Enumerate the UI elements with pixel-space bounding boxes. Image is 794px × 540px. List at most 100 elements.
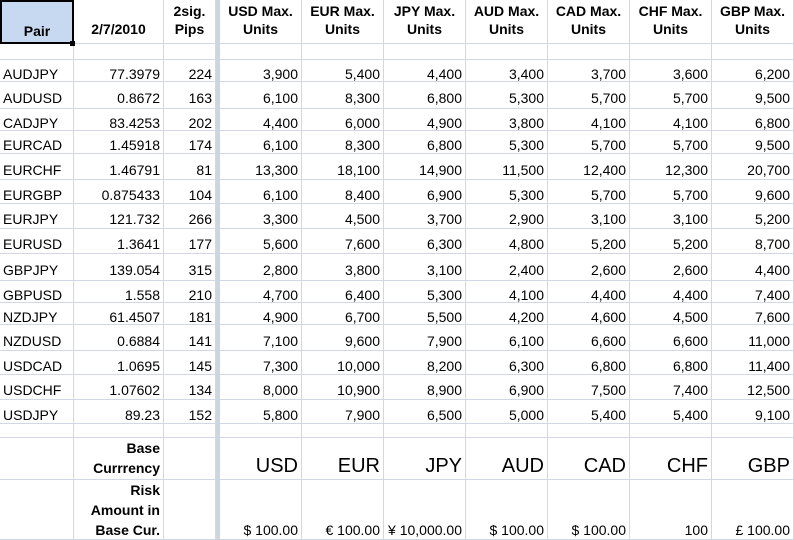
header-cell-pips[interactable]: 2sig. Pips	[164, 0, 216, 44]
header-cell-currency-3[interactable]: AUD Max. Units	[466, 0, 548, 44]
header-cell-pair[interactable]: Pair	[0, 0, 74, 44]
units-cell[interactable]: 6,800	[548, 351, 630, 375]
units-cell[interactable]: 6,600	[548, 325, 630, 351]
pips-cell[interactable]: 141	[164, 325, 216, 351]
units-cell[interactable]: 6,100	[220, 180, 302, 204]
units-cell[interactable]: 6,300	[384, 229, 466, 254]
rate-cell[interactable]: 77.3979	[74, 60, 164, 82]
base-currency-cell[interactable]: AUD	[466, 438, 548, 480]
blank-cell[interactable]	[74, 424, 164, 438]
units-cell[interactable]: 4,400	[548, 281, 630, 303]
blank-cell[interactable]	[548, 424, 630, 438]
units-cell[interactable]: 7,600	[712, 303, 794, 325]
pips-cell[interactable]: 174	[164, 131, 216, 154]
units-cell[interactable]: 11,000	[712, 325, 794, 351]
risk-amount-cell[interactable]: $ 100.00	[548, 480, 630, 540]
units-cell[interactable]: 4,100	[630, 109, 712, 131]
units-cell[interactable]: 8,400	[302, 180, 384, 204]
blank-cell[interactable]	[712, 424, 794, 438]
blank-cell[interactable]	[0, 424, 74, 438]
pips-cell[interactable]: 104	[164, 180, 216, 204]
base-currency-cell[interactable]: CHF	[630, 438, 712, 480]
pair-cell[interactable]: AUDJPY	[0, 60, 74, 82]
units-cell[interactable]: 3,800	[302, 254, 384, 281]
units-cell[interactable]: 4,400	[712, 254, 794, 281]
rate-cell[interactable]: 121.732	[74, 204, 164, 229]
base-currency-cell[interactable]: CAD	[548, 438, 630, 480]
pair-cell[interactable]: EURGBP	[0, 180, 74, 204]
units-cell[interactable]: 6,100	[220, 82, 302, 109]
header-cell-date[interactable]: 2/7/2010	[74, 0, 164, 44]
fill-handle[interactable]	[70, 41, 75, 46]
units-cell[interactable]: 12,300	[630, 154, 712, 180]
units-cell[interactable]: 7,400	[630, 375, 712, 400]
units-cell[interactable]: 10,900	[302, 375, 384, 400]
units-cell[interactable]: 5,000	[466, 400, 548, 424]
blank-cell[interactable]	[384, 424, 466, 438]
units-cell[interactable]: 12,500	[712, 375, 794, 400]
pair-cell[interactable]: AUDUSD	[0, 82, 74, 109]
rate-cell[interactable]: 1.558	[74, 281, 164, 303]
units-cell[interactable]: 5,700	[630, 180, 712, 204]
blank-cell[interactable]	[466, 424, 548, 438]
units-cell[interactable]: 8,200	[384, 351, 466, 375]
base-currency-label[interactable]: Base Currrency	[74, 438, 164, 480]
units-cell[interactable]: 5,800	[220, 400, 302, 424]
units-cell[interactable]: 4,400	[220, 109, 302, 131]
pair-cell[interactable]: USDCAD	[0, 351, 74, 375]
units-cell[interactable]: 7,300	[220, 351, 302, 375]
units-cell[interactable]: 5,400	[630, 400, 712, 424]
rate-cell[interactable]: 89.23	[74, 400, 164, 424]
risk-amount-cell[interactable]: 100	[630, 480, 712, 540]
pair-cell[interactable]: EURCHF	[0, 154, 74, 180]
header-cell-currency-2[interactable]: JPY Max. Units	[384, 0, 466, 44]
header-cell-currency-0[interactable]: USD Max. Units	[220, 0, 302, 44]
units-cell[interactable]: 5,500	[384, 303, 466, 325]
units-cell[interactable]: 5,700	[548, 82, 630, 109]
units-cell[interactable]: 5,200	[630, 229, 712, 254]
units-cell[interactable]: 3,100	[548, 204, 630, 229]
base-currency-cell[interactable]: GBP	[712, 438, 794, 480]
pips-cell[interactable]: 210	[164, 281, 216, 303]
blank-cell[interactable]	[302, 44, 384, 60]
units-cell[interactable]: 5,700	[630, 82, 712, 109]
pair-cell[interactable]: NZDUSD	[0, 325, 74, 351]
units-cell[interactable]: 8,000	[220, 375, 302, 400]
units-cell[interactable]: 4,400	[384, 60, 466, 82]
blank-cell[interactable]	[548, 44, 630, 60]
pair-cell[interactable]: EURUSD	[0, 229, 74, 254]
rate-cell[interactable]: 0.875433	[74, 180, 164, 204]
pips-cell[interactable]: 315	[164, 254, 216, 281]
blank-cell[interactable]	[164, 44, 216, 60]
pips-cell[interactable]: 152	[164, 400, 216, 424]
pair-cell[interactable]: GBPUSD	[0, 281, 74, 303]
pips-cell[interactable]: 177	[164, 229, 216, 254]
units-cell[interactable]: 5,200	[548, 229, 630, 254]
units-cell[interactable]: 6,900	[384, 180, 466, 204]
units-cell[interactable]: 7,900	[302, 400, 384, 424]
blank-cell[interactable]	[220, 44, 302, 60]
blank-cell[interactable]	[630, 424, 712, 438]
blank-cell[interactable]	[220, 424, 302, 438]
pips-cell[interactable]: 224	[164, 60, 216, 82]
units-cell[interactable]: 8,900	[384, 375, 466, 400]
header-cell-currency-4[interactable]: CAD Max. Units	[548, 0, 630, 44]
units-cell[interactable]: 4,100	[466, 281, 548, 303]
risk-pips-blank[interactable]	[164, 480, 216, 540]
units-cell[interactable]: 13,300	[220, 154, 302, 180]
rate-cell[interactable]: 83.4253	[74, 109, 164, 131]
units-cell[interactable]: 14,900	[384, 154, 466, 180]
units-cell[interactable]: 9,100	[712, 400, 794, 424]
risk-amount-cell[interactable]: € 100.00	[302, 480, 384, 540]
units-cell[interactable]: 4,200	[466, 303, 548, 325]
units-cell[interactable]: 11,400	[712, 351, 794, 375]
units-cell[interactable]: 11,500	[466, 154, 548, 180]
rate-cell[interactable]: 1.0695	[74, 351, 164, 375]
header-cell-currency-1[interactable]: EUR Max. Units	[302, 0, 384, 44]
rate-cell[interactable]: 1.45918	[74, 131, 164, 154]
units-cell[interactable]: 4,900	[384, 109, 466, 131]
risk-amount-label[interactable]: Risk Amount in Base Cur.	[74, 480, 164, 540]
pips-cell[interactable]: 81	[164, 154, 216, 180]
units-cell[interactable]: 5,200	[712, 204, 794, 229]
risk-amount-cell[interactable]: $ 100.00	[466, 480, 548, 540]
